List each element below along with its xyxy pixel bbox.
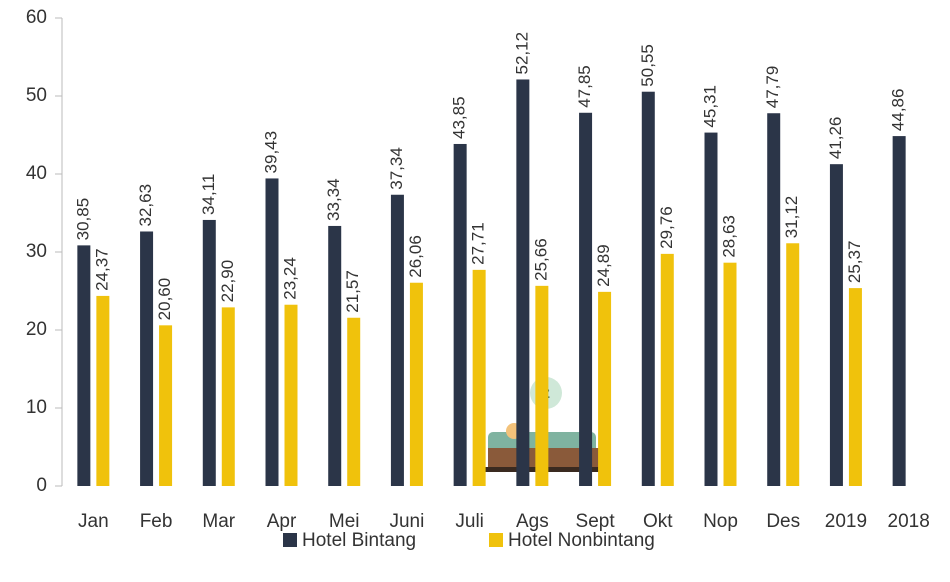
value-label: 33,34 xyxy=(324,178,343,221)
y-tick-label: 30 xyxy=(26,241,47,262)
x-tick-label: Ags xyxy=(516,511,549,532)
x-tick-label: Juni xyxy=(389,511,424,532)
bar xyxy=(767,113,781,486)
value-label: 47,85 xyxy=(575,65,594,108)
bar xyxy=(723,262,737,486)
value-label: 24,37 xyxy=(92,248,111,291)
value-label: 20,60 xyxy=(155,278,174,321)
bar xyxy=(96,295,110,486)
y-tick-label: 20 xyxy=(26,319,47,340)
bar xyxy=(347,317,361,486)
value-label: 31,12 xyxy=(782,196,801,239)
x-tick-label: Juli xyxy=(455,511,484,532)
bar xyxy=(704,132,718,486)
value-label: 25,37 xyxy=(845,241,864,284)
x-tick-label: Des xyxy=(766,511,800,532)
value-label: 45,31 xyxy=(700,85,719,128)
bar xyxy=(579,112,593,487)
y-tick-label: 10 xyxy=(26,397,47,418)
x-tick-label: Nop xyxy=(703,511,738,532)
value-label: 34,11 xyxy=(199,174,218,215)
value-label: 44,86 xyxy=(889,89,908,132)
legend-swatch xyxy=(489,533,503,547)
x-tick-label: Mar xyxy=(202,511,235,532)
x-tick-label: 2018 xyxy=(888,511,930,532)
value-label: 37,34 xyxy=(387,147,406,190)
bar xyxy=(140,231,154,486)
y-tick-label: 60 xyxy=(26,7,47,28)
bar xyxy=(535,285,549,486)
x-tick-label: 2019 xyxy=(825,511,867,532)
bar xyxy=(598,291,612,486)
value-label: 41,26 xyxy=(826,117,845,160)
bar xyxy=(159,325,173,486)
value-label: 29,76 xyxy=(657,206,676,249)
bar xyxy=(848,288,862,486)
value-label: 47,79 xyxy=(763,66,782,109)
bar xyxy=(453,143,467,486)
bar xyxy=(221,307,235,486)
value-label: 32,63 xyxy=(136,184,155,227)
value-label: 28,63 xyxy=(719,215,738,258)
value-label: 30,85 xyxy=(73,198,92,241)
value-label: 50,55 xyxy=(638,44,657,87)
bar xyxy=(202,219,216,486)
bar xyxy=(516,79,530,487)
bar xyxy=(786,243,800,486)
bar xyxy=(660,253,674,486)
value-label: 26,06 xyxy=(406,235,425,278)
legend-label: Hotel Bintang xyxy=(302,530,416,551)
value-label: 52,12 xyxy=(512,32,531,75)
x-tick-label: Sept xyxy=(576,511,616,532)
x-tick-label: Apr xyxy=(267,511,297,532)
bar xyxy=(892,136,906,487)
y-tick-label: 0 xyxy=(36,475,47,496)
legend-swatch xyxy=(283,533,297,547)
y-tick-label: 40 xyxy=(26,163,47,184)
y-tick-label: 50 xyxy=(26,85,47,106)
bar xyxy=(284,304,298,486)
legend-label: Hotel Nonbintang xyxy=(508,530,655,551)
bar xyxy=(829,164,843,486)
value-label: 21,57 xyxy=(343,270,362,313)
x-tick-label: Jan xyxy=(78,511,109,532)
value-label: 27,71 xyxy=(469,222,488,265)
bar xyxy=(265,178,279,487)
value-label: 23,24 xyxy=(280,257,299,300)
value-label: 43,85 xyxy=(450,96,469,139)
value-label: 22,90 xyxy=(218,260,237,303)
bar xyxy=(472,269,486,486)
x-tick-label: Mei xyxy=(329,511,360,532)
bar xyxy=(409,282,423,486)
bar xyxy=(77,245,91,486)
x-tick-label: Okt xyxy=(643,511,673,532)
bar xyxy=(328,225,342,486)
bar xyxy=(641,91,655,487)
x-tick-label: Feb xyxy=(140,511,173,532)
bar xyxy=(390,194,404,487)
value-label: 39,43 xyxy=(261,131,280,174)
value-label: 24,89 xyxy=(594,244,613,287)
value-label: 25,66 xyxy=(531,238,550,281)
